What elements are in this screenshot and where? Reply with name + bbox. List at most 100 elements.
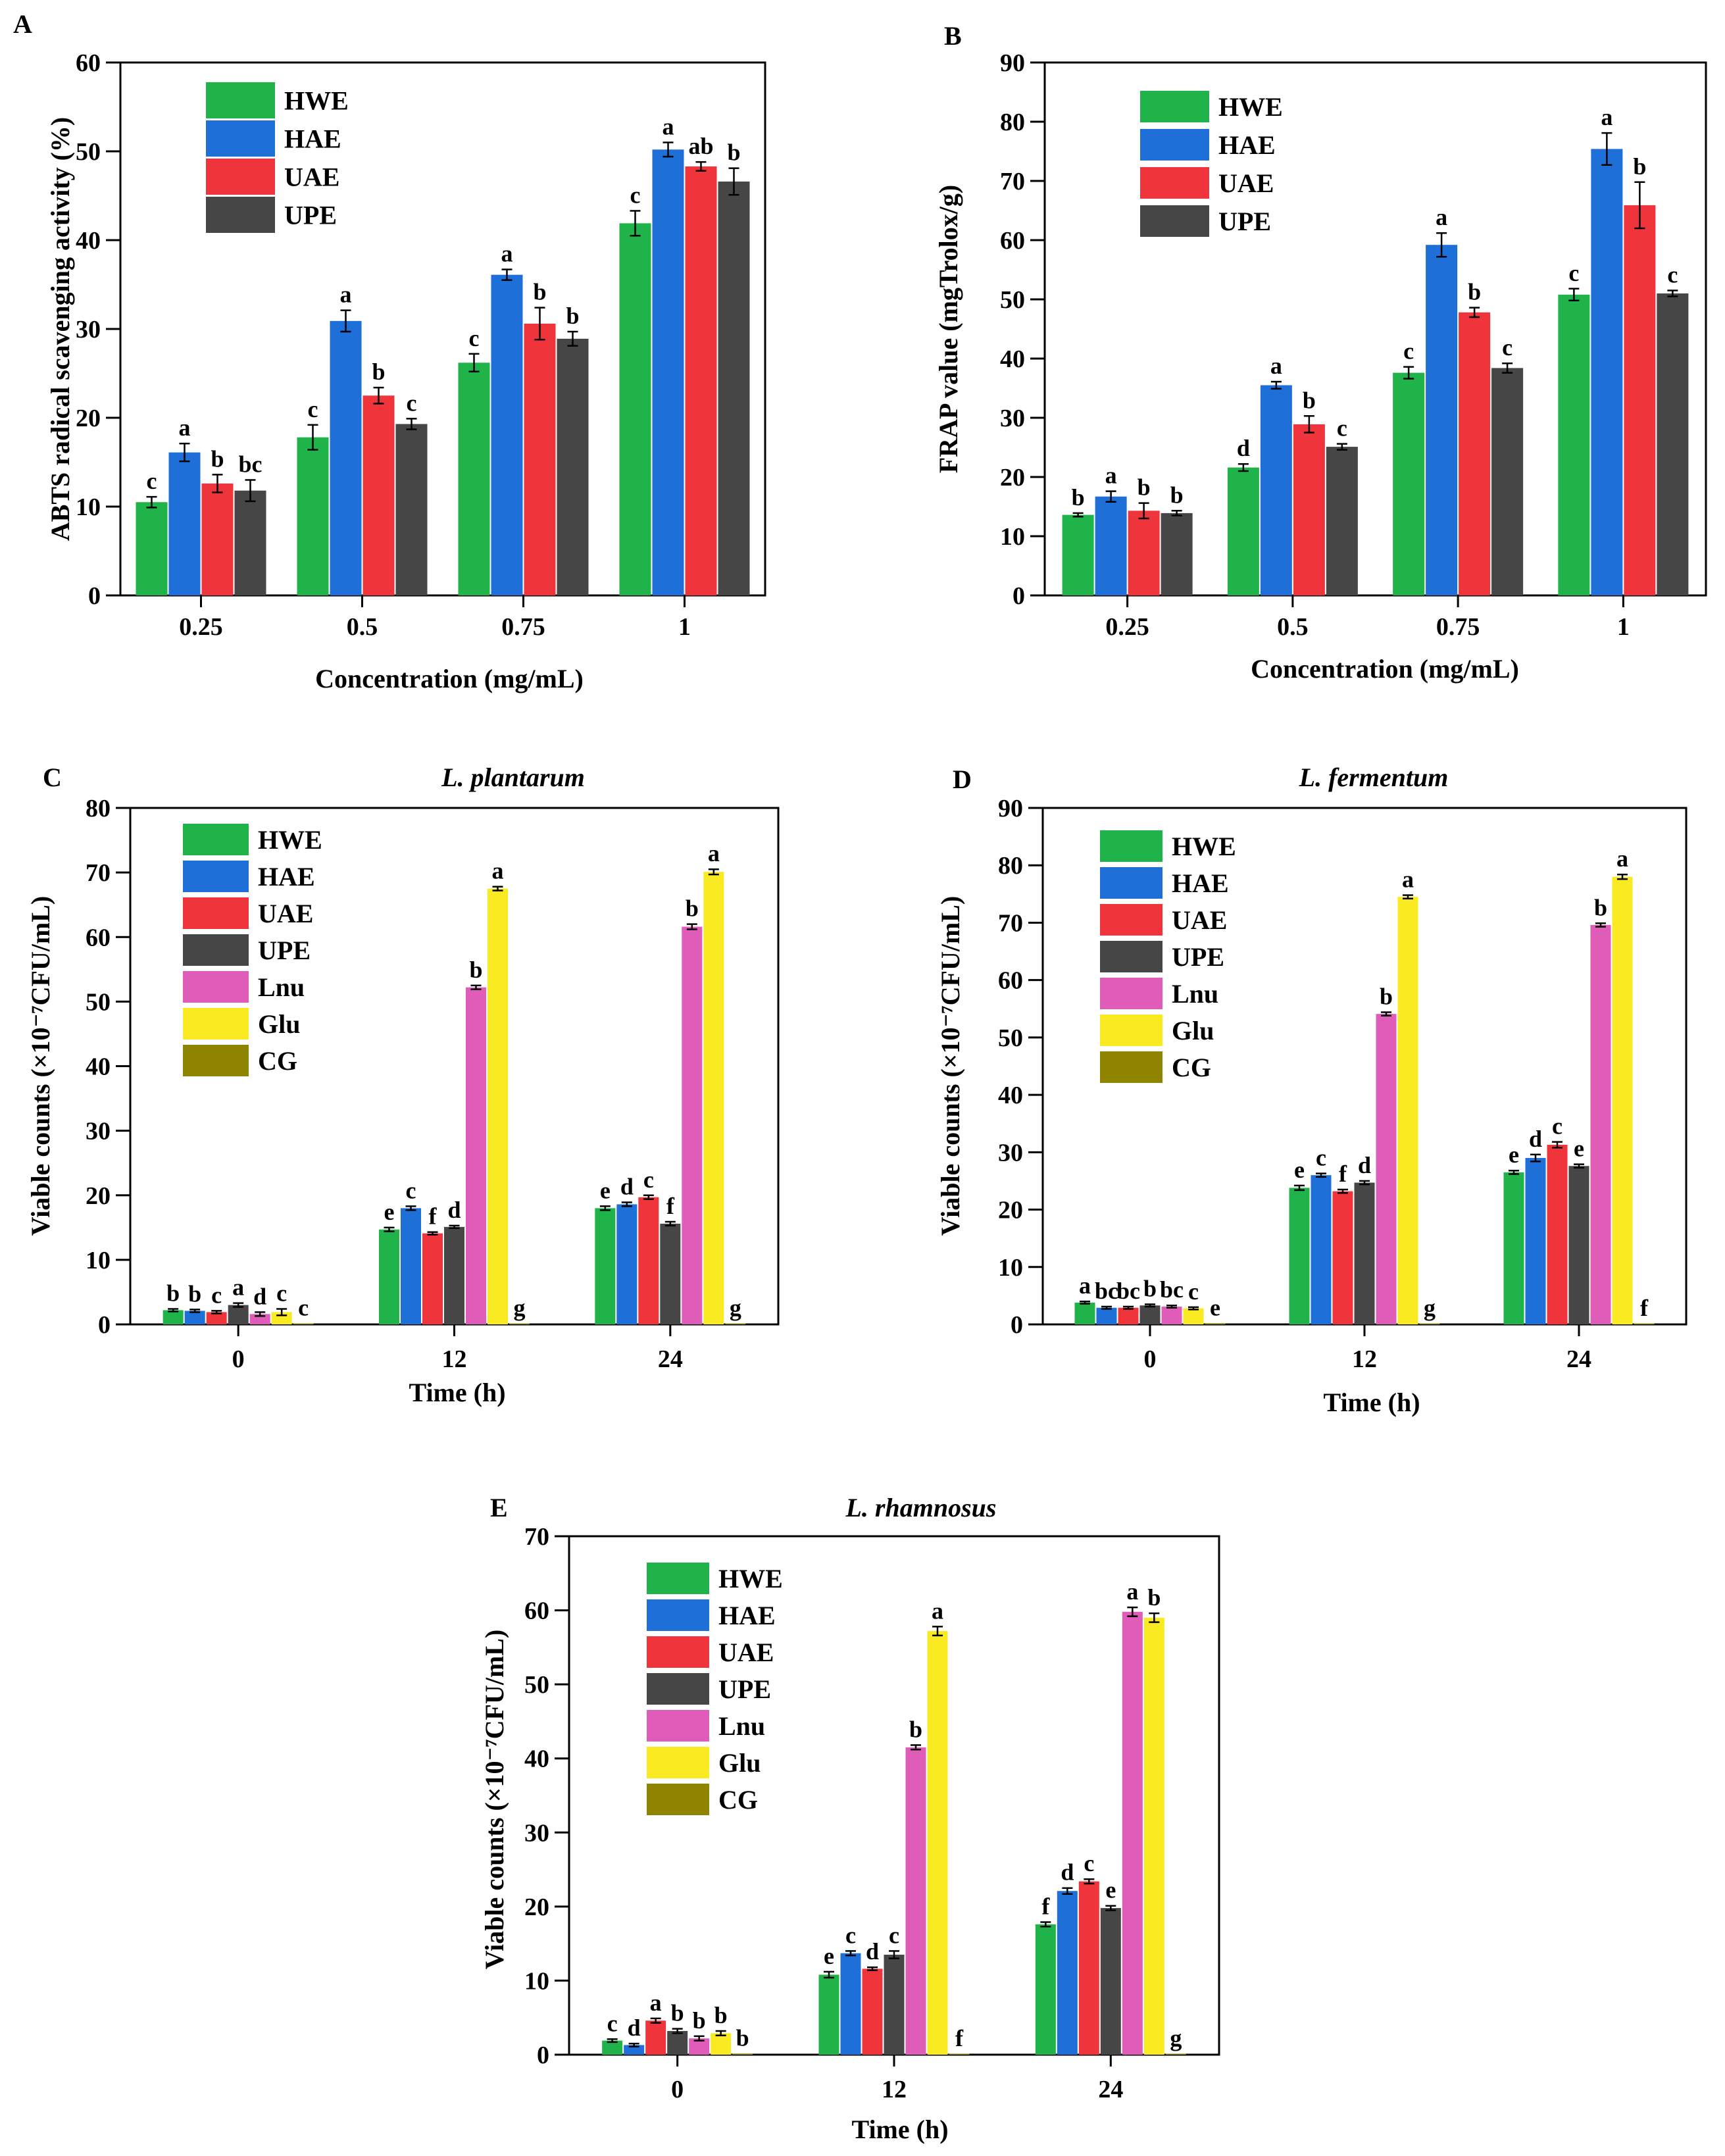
legend-label: HAE — [284, 124, 341, 154]
chart-title: L. plantarum — [441, 763, 585, 792]
y-tick-label: 70 — [86, 859, 111, 887]
y-tick-label: 80 — [998, 852, 1023, 880]
legend-label: UAE — [284, 163, 339, 192]
significance-label: b — [1072, 484, 1085, 511]
significance-label: b — [1138, 474, 1151, 501]
y-tick-label: 10 — [76, 493, 101, 521]
bar-hwe — [458, 363, 490, 595]
y-tick-label: 70 — [524, 1523, 549, 1551]
bar-uae — [638, 1197, 659, 1324]
significance-label: b — [166, 1280, 180, 1306]
y-tick-label: 70 — [998, 909, 1023, 937]
bar-uae — [206, 1312, 227, 1324]
significance-label: a — [1402, 866, 1414, 893]
significance-label: bc — [1160, 1276, 1184, 1303]
bar-hae — [1260, 385, 1292, 595]
bar-lnu — [1376, 1014, 1397, 1324]
y-tick-label: 20 — [524, 1893, 549, 1921]
significance-label: c — [643, 1166, 654, 1193]
legend-swatch-upe — [1100, 941, 1162, 972]
bar-upe — [1326, 447, 1358, 595]
y-tick-label: 10 — [86, 1247, 111, 1274]
bar-upe — [1139, 1305, 1161, 1324]
y-axis-title: Viable counts (×10⁻⁷CFU/mL) — [936, 896, 965, 1236]
x-tick-label: 0.25 — [179, 613, 223, 641]
legend-swatch-cg — [1100, 1051, 1162, 1083]
bar-hae — [401, 1208, 421, 1324]
legend-label: UPE — [1172, 942, 1224, 972]
x-axis-title: Concentration (mg/mL) — [315, 664, 584, 693]
x-axis-title: Time (h) — [409, 1378, 505, 1407]
legend-label: HAE — [1218, 130, 1276, 160]
legend-swatch-uae — [1100, 904, 1162, 936]
significance-label: c — [1316, 1145, 1326, 1171]
legend-label: HWE — [1172, 832, 1236, 861]
legend-swatch-hae — [206, 120, 275, 157]
legend-label: UPE — [1218, 207, 1271, 236]
significance-label: a — [1079, 1272, 1091, 1299]
significance-label: g — [1424, 1295, 1436, 1321]
y-tick-label: 60 — [1000, 227, 1025, 255]
significance-label: c — [147, 468, 157, 494]
y-tick-label: 60 — [76, 49, 101, 77]
significance-label: a — [179, 414, 191, 441]
bar-hwe — [297, 437, 329, 595]
y-tick-label: 50 — [76, 138, 101, 166]
legend-swatch-uae — [647, 1636, 709, 1668]
legend-label: UAE — [1218, 168, 1274, 198]
bar-uae — [422, 1233, 443, 1324]
legend-swatch-upe — [1140, 205, 1209, 237]
bar-uae — [1293, 424, 1325, 595]
legend-label: CG — [718, 1785, 758, 1815]
significance-label: b — [1143, 1275, 1157, 1301]
y-tick-label: 50 — [86, 988, 111, 1016]
y-tick-label: 30 — [86, 1118, 111, 1145]
significance-label: a — [662, 114, 674, 140]
significance-label: b — [693, 2007, 706, 2034]
significance-label: b — [1594, 894, 1607, 920]
significance-label: b — [736, 2024, 749, 2051]
legend-swatch-hae — [1140, 129, 1209, 161]
significance-label: a — [932, 1597, 943, 1624]
significance-label: g — [1170, 2025, 1182, 2051]
bar-hae — [624, 2045, 645, 2055]
significance-label: e — [1294, 1157, 1305, 1183]
significance-label: d — [253, 1283, 266, 1309]
legend-swatch-upe — [206, 197, 275, 233]
bar-uae — [1118, 1307, 1139, 1324]
y-tick-label: 40 — [998, 1082, 1023, 1109]
panel-label: C — [43, 763, 62, 792]
legend-label: Glu — [1172, 1016, 1214, 1045]
legend-swatch-glu — [647, 1747, 709, 1778]
bar-hae — [1096, 1307, 1117, 1324]
legend-swatch-hwe — [206, 82, 275, 118]
significance-label: a — [650, 1990, 662, 2016]
bar-glu — [927, 1631, 948, 2055]
significance-label: b — [1170, 482, 1184, 508]
significance-label: d — [1237, 435, 1250, 461]
bar-upe — [228, 1305, 249, 1324]
bar-lnu — [466, 987, 486, 1324]
bar-hae — [491, 274, 523, 595]
bar-upe — [884, 1955, 905, 2055]
bar-hae — [1095, 496, 1127, 595]
y-tick-label: 20 — [1000, 464, 1025, 491]
legend-swatch-lnu — [647, 1710, 709, 1742]
significance-label: b — [1468, 279, 1481, 305]
y-tick-label: 40 — [86, 1053, 111, 1081]
bar-hae — [1311, 1175, 1332, 1324]
x-tick-label: 12 — [882, 2076, 907, 2103]
bar-upe — [1657, 293, 1689, 595]
significance-label: b — [533, 279, 546, 305]
significance-label: d — [628, 2015, 641, 2041]
y-tick-label: 30 — [76, 316, 101, 343]
y-axis-title: ABTS radical scavenging activity (%) — [45, 117, 75, 541]
y-tick-label: 20 — [76, 405, 101, 432]
bar-hae — [652, 149, 684, 596]
significance-label: a — [1126, 1578, 1138, 1605]
significance-label: d — [1061, 1859, 1074, 1886]
bar-hae — [168, 452, 201, 595]
significance-label: f — [1640, 1295, 1649, 1321]
